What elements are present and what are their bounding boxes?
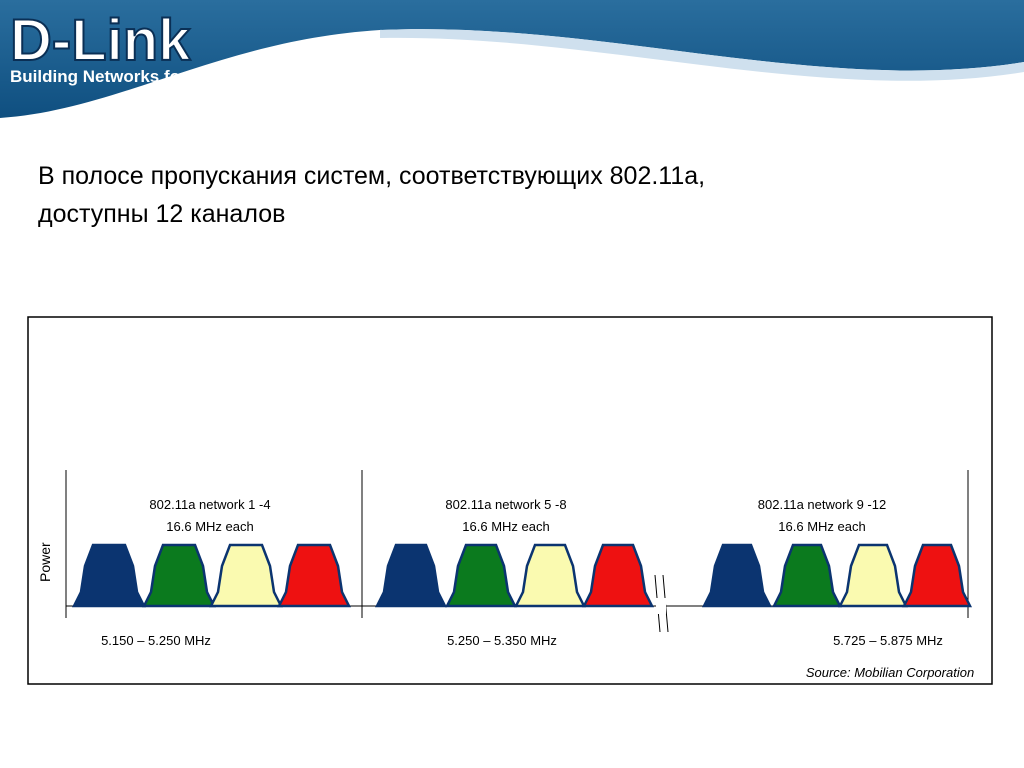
- channel: [513, 543, 587, 608]
- group-sublabel: 16.6 MHz each: [166, 519, 253, 534]
- source: Source: Mobilian Corporation: [806, 665, 974, 680]
- logo: D-Link: [10, 8, 191, 73]
- diagram: Power Source: Mobilian Corporation 802.1…: [37, 470, 974, 680]
- header-band: [0, 0, 1024, 118]
- axis-break-gap: [656, 598, 666, 614]
- group-label: 802.11a network 9 -12: [758, 497, 886, 512]
- channel: [901, 543, 973, 608]
- diagram-frame: [27, 316, 993, 685]
- channel: [141, 543, 217, 608]
- channel: [581, 543, 655, 608]
- title-line: В полосе пропускания систем, соответству…: [38, 162, 705, 190]
- group-sublabel: 16.6 MHz each: [462, 519, 549, 534]
- channel: [276, 543, 352, 608]
- channel: [374, 543, 448, 608]
- group-label: 802.11a network 5 -8: [445, 497, 566, 512]
- channel: [71, 543, 147, 608]
- channel: [837, 543, 909, 608]
- header-swoosh: [380, 29, 1024, 81]
- channel: [771, 543, 843, 608]
- channel: [701, 543, 773, 608]
- title-line: доступны 12 каналов: [38, 200, 285, 228]
- channel: [208, 543, 284, 608]
- frequency-range: 5.150 – 5.250 MHz: [101, 633, 211, 648]
- channel: [444, 543, 518, 608]
- slogan: Building Networks for People: [10, 67, 247, 86]
- group-label: 802.11a network 1 -4: [149, 497, 270, 512]
- frequency-range: 5.250 – 5.350 MHz: [447, 633, 557, 648]
- frequency-range: 5.725 – 5.875 MHz: [833, 633, 943, 648]
- group-sublabel: 16.6 MHz each: [778, 519, 865, 534]
- y-axis-label: Power: [37, 542, 53, 582]
